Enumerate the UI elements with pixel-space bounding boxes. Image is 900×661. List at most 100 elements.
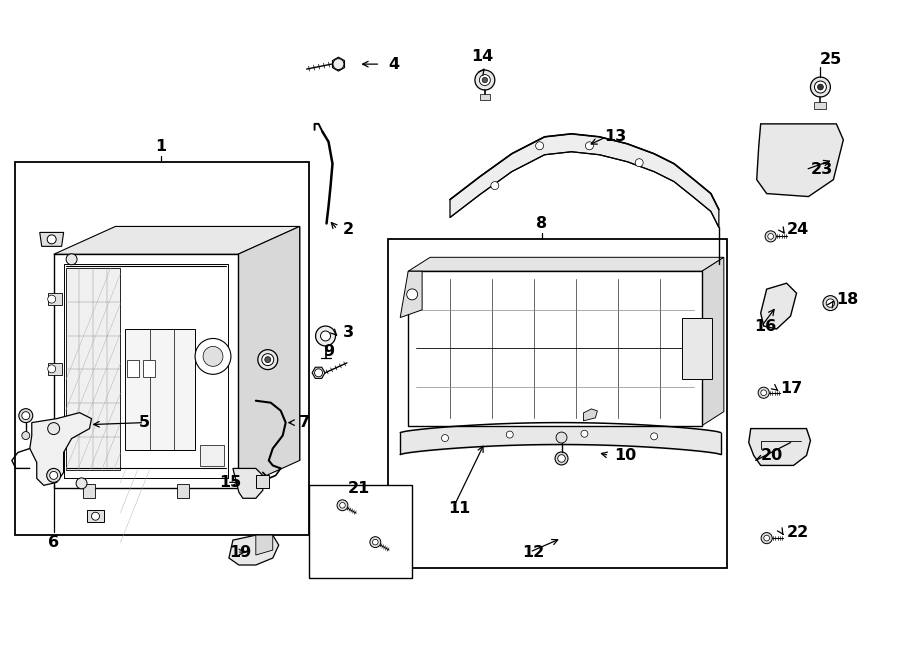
Polygon shape	[332, 57, 345, 71]
Bar	[814, 102, 826, 109]
Circle shape	[48, 295, 56, 303]
Circle shape	[768, 233, 773, 239]
Circle shape	[826, 299, 834, 307]
Circle shape	[48, 434, 56, 442]
Circle shape	[507, 431, 513, 438]
Text: 20: 20	[760, 448, 783, 463]
Bar	[480, 94, 490, 100]
Text: 1: 1	[156, 139, 166, 154]
Polygon shape	[238, 227, 300, 488]
Circle shape	[22, 412, 30, 420]
Text: 2: 2	[343, 222, 354, 237]
Polygon shape	[256, 535, 273, 555]
Circle shape	[373, 539, 378, 545]
Circle shape	[556, 432, 567, 443]
Circle shape	[558, 455, 565, 462]
Text: 17: 17	[780, 381, 803, 396]
Polygon shape	[400, 271, 422, 317]
Text: 4: 4	[388, 57, 400, 71]
Bar	[388, 239, 727, 568]
Circle shape	[760, 390, 767, 395]
Text: 18: 18	[836, 292, 859, 307]
Text: 10: 10	[615, 448, 636, 463]
Polygon shape	[256, 475, 269, 488]
Polygon shape	[115, 227, 300, 461]
Circle shape	[764, 535, 770, 541]
Text: 23: 23	[811, 162, 832, 177]
Circle shape	[195, 338, 231, 374]
Text: 12: 12	[522, 545, 544, 560]
Circle shape	[92, 512, 100, 520]
Text: 24: 24	[787, 222, 809, 237]
Circle shape	[823, 295, 838, 311]
Circle shape	[635, 159, 644, 167]
Circle shape	[585, 142, 593, 150]
Text: 25: 25	[819, 52, 842, 67]
Circle shape	[315, 369, 322, 377]
Circle shape	[76, 478, 87, 489]
Circle shape	[50, 471, 58, 479]
Text: 15: 15	[219, 475, 241, 490]
Text: 5: 5	[140, 415, 150, 430]
Circle shape	[651, 433, 658, 440]
Polygon shape	[312, 368, 325, 379]
Circle shape	[265, 357, 271, 363]
Text: 9: 9	[323, 344, 334, 359]
Polygon shape	[409, 271, 702, 426]
Circle shape	[407, 289, 418, 300]
Circle shape	[370, 537, 381, 547]
Circle shape	[48, 365, 56, 373]
Polygon shape	[83, 485, 94, 498]
Text: 22: 22	[787, 525, 809, 539]
Circle shape	[761, 533, 772, 544]
Polygon shape	[30, 412, 92, 485]
Circle shape	[19, 408, 32, 422]
Circle shape	[337, 500, 348, 511]
Polygon shape	[54, 227, 300, 254]
Text: 19: 19	[229, 545, 251, 560]
Polygon shape	[409, 257, 724, 271]
Circle shape	[316, 326, 336, 346]
Polygon shape	[229, 535, 279, 565]
Text: 11: 11	[448, 501, 471, 516]
Bar	[309, 485, 412, 578]
Circle shape	[758, 387, 770, 399]
Circle shape	[339, 502, 346, 508]
Circle shape	[491, 182, 499, 190]
Circle shape	[442, 434, 448, 442]
Polygon shape	[760, 283, 796, 329]
Circle shape	[66, 254, 77, 265]
Circle shape	[555, 452, 568, 465]
Circle shape	[536, 142, 544, 150]
Circle shape	[48, 422, 59, 434]
Circle shape	[257, 350, 278, 369]
Circle shape	[475, 70, 495, 90]
Bar	[200, 444, 224, 467]
Polygon shape	[583, 409, 598, 421]
Polygon shape	[48, 363, 61, 375]
Polygon shape	[48, 432, 61, 444]
Circle shape	[811, 77, 831, 97]
Circle shape	[320, 331, 330, 341]
Text: 16: 16	[753, 319, 776, 334]
Bar	[125, 329, 195, 451]
Text: 13: 13	[604, 130, 626, 144]
Circle shape	[203, 346, 223, 366]
Polygon shape	[40, 233, 64, 247]
Circle shape	[580, 430, 588, 437]
Circle shape	[47, 469, 60, 483]
Polygon shape	[233, 469, 263, 498]
Text: 8: 8	[536, 216, 547, 231]
Circle shape	[47, 235, 56, 244]
Circle shape	[817, 84, 824, 90]
Circle shape	[333, 59, 344, 69]
Circle shape	[480, 75, 491, 85]
Circle shape	[22, 432, 30, 440]
Polygon shape	[48, 293, 61, 305]
Polygon shape	[702, 257, 724, 426]
Bar	[128, 360, 140, 377]
Polygon shape	[757, 124, 843, 196]
Polygon shape	[86, 510, 104, 522]
Circle shape	[765, 231, 776, 242]
Polygon shape	[176, 485, 189, 498]
